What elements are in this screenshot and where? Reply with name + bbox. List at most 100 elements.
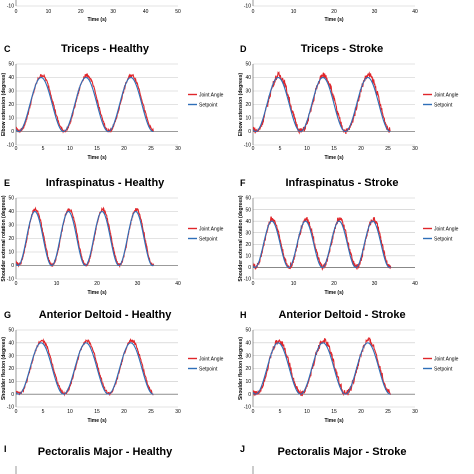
x-tick-label: 0 (252, 409, 255, 415)
panel-title: Pectoralis Major - Healthy (38, 446, 173, 458)
x-tick-label: 30 (412, 146, 418, 152)
x-tick-label: 20 (331, 281, 337, 287)
y-tick-label: 50 (245, 328, 251, 334)
x-axis-label: Time (s) (324, 155, 343, 161)
x-tick-label: 40 (412, 9, 418, 15)
y-axis-label: Shoulder flexion (degrees) (1, 337, 7, 400)
x-tick-label: 0 (252, 281, 255, 287)
y-tick-label: 20 (8, 366, 14, 372)
x-tick-label: 0 (252, 9, 255, 15)
y-tick-label: 0 (248, 392, 251, 398)
panel-f: F Infraspinatus - Stroke-1001020304050600… (238, 177, 459, 296)
legend-label: Setpoint (434, 236, 453, 242)
y-tick-label: 30 (245, 230, 251, 236)
x-tick-label: 30 (372, 9, 378, 15)
series-setpoint-line (253, 76, 391, 133)
x-tick-label: 10 (291, 9, 297, 15)
panel-letter: J (240, 444, 245, 454)
x-tick-label: 15 (331, 409, 337, 415)
y-axis-label: Elbow extension (degrees) (238, 72, 244, 136)
x-tick-label: 25 (148, 409, 154, 415)
y-tick-label: 0 (11, 392, 14, 398)
panel-title: Triceps - Healthy (61, 43, 150, 55)
x-tick-label: 10 (46, 9, 52, 15)
x-tick-label: 25 (148, 146, 154, 152)
legend-label: Setpoint (434, 366, 453, 372)
y-tick-label: -10 (7, 143, 14, 149)
series-joint-angle-line (16, 206, 155, 269)
y-tick-label: 60 (245, 196, 251, 202)
legend-label: Setpoint (199, 366, 218, 372)
x-tick-label: 30 (175, 146, 181, 152)
legend-label: Setpoint (199, 102, 218, 108)
panel-title: Triceps - Stroke (301, 43, 384, 55)
x-axis-label: Time (s) (324, 17, 343, 23)
x-tick-label: 20 (358, 146, 364, 152)
panel-h: H Anterior Deltoid - Stroke-1001020304050… (238, 309, 459, 424)
y-tick-label: 40 (8, 341, 14, 347)
legend-label: Joint Angle (434, 356, 459, 362)
x-axis-label: Time (s) (324, 418, 343, 424)
y-axis-label: Shoulder flexion (degrees) (238, 337, 244, 400)
x-tick-label: 40 (143, 9, 149, 15)
legend-label: Joint Angle (434, 92, 459, 98)
x-axis-label: Time (s) (87, 155, 106, 161)
y-tick-label: 50 (8, 196, 14, 202)
y-tick-label: 10 (8, 250, 14, 256)
panel-title: Anterior Deltoid - Healthy (39, 309, 173, 321)
panel-letter: I (4, 444, 7, 454)
x-tick-label: 0 (15, 146, 18, 152)
x-tick-label: 40 (175, 281, 181, 287)
y-tick-label: 0 (11, 129, 14, 135)
y-tick-label: -10 (244, 4, 251, 10)
y-tick-label: 10 (245, 379, 251, 385)
x-tick-label: 30 (110, 9, 116, 15)
panel-title: Infraspinatus - Stroke (285, 177, 398, 189)
y-tick-label: 50 (245, 62, 251, 68)
y-tick-label: -10 (244, 405, 251, 411)
x-tick-label: 0 (15, 409, 18, 415)
x-tick-label: 20 (121, 409, 127, 415)
x-tick-label: 25 (385, 146, 391, 152)
y-tick-label: -10 (244, 143, 251, 149)
y-tick-label: 50 (8, 328, 14, 334)
y-tick-label: 40 (245, 219, 251, 225)
y-tick-label: 20 (245, 242, 251, 248)
y-tick-label: 40 (245, 75, 251, 81)
x-tick-label: 10 (304, 409, 310, 415)
panel-j: J Pectoralis Major - Stroke (240, 444, 407, 458)
y-tick-label: 20 (245, 102, 251, 108)
panel-letter: F (240, 178, 246, 188)
y-tick-label: 40 (245, 341, 251, 347)
panel-letter: D (240, 44, 247, 54)
series-setpoint-line (16, 210, 155, 267)
y-tick-label: 10 (8, 116, 14, 122)
x-tick-label: 20 (78, 9, 84, 15)
series-joint-angle-line (16, 338, 154, 397)
y-axis-label: Shoulder external rotation (degrees) (238, 195, 244, 281)
y-tick-label: 20 (8, 236, 14, 242)
x-tick-label: 5 (42, 146, 45, 152)
y-axis-label: Shoulder external rotation (degrees) (1, 195, 7, 281)
x-tick-label: 10 (304, 146, 310, 152)
legend-label: Joint Angle (199, 226, 224, 232)
x-tick-label: 25 (385, 409, 391, 415)
x-axis-label: Time (s) (324, 290, 343, 296)
panel-title: Pectoralis Major - Stroke (278, 446, 407, 458)
y-tick-label: 30 (245, 353, 251, 359)
x-axis-label: Time (s) (87, 290, 106, 296)
panel-title: Anterior Deltoid - Stroke (278, 309, 405, 321)
x-tick-label: 10 (54, 281, 60, 287)
y-tick-label: 50 (8, 62, 14, 68)
legend-label: Joint Angle (199, 92, 224, 98)
panel-letter: G (4, 310, 11, 320)
legend-label: Setpoint (434, 102, 453, 108)
panel-g: G Anterior Deltoid - Healthy-100102030405… (1, 309, 224, 424)
x-tick-label: 5 (279, 409, 282, 415)
series-joint-angle-line (253, 337, 391, 397)
y-tick-label: 0 (248, 129, 251, 135)
y-tick-label: 30 (8, 89, 14, 95)
x-tick-label: 30 (372, 281, 378, 287)
